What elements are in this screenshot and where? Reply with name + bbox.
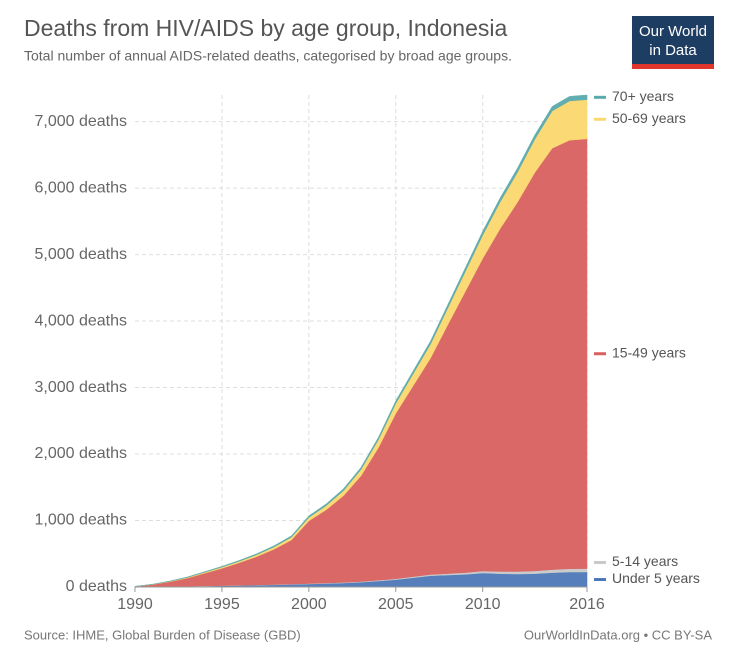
logo-stripe [632,64,714,69]
y-tick-label: 3,000 deaths [34,379,127,396]
source: Source: IHME, Global Burden of Disease (… [24,627,301,642]
chart-title: Deaths from HIV/AIDS by age group, Indon… [24,15,507,41]
legend-label: 50-69 years [612,110,686,126]
legend-label: 5-14 years [612,553,678,569]
x-tick-label: 1990 [117,596,153,613]
x-tick-label: 2005 [378,596,414,613]
y-tick-label: 1,000 deaths [34,512,127,529]
y-tick-label: 4,000 deaths [34,312,127,329]
logo-box [632,16,714,68]
legend-label: 15-49 years [612,344,686,360]
legend-label: 70+ years [612,88,674,104]
logo-text: Our World [639,23,707,40]
y-tick-label: 0 deaths [66,578,127,595]
logo-text: in Data [649,42,697,59]
x-tick-label: 2016 [569,596,605,613]
chart-subtitle: Total number of annual AIDS-related deat… [24,48,512,64]
y-tick-label: 5,000 deaths [34,246,127,263]
x-tick-label: 2000 [291,596,327,613]
y-tick-label: 2,000 deaths [34,445,127,462]
area [134,94,588,587]
x-tick-label: 1995 [204,596,240,613]
x-tick-label: 2010 [465,596,501,613]
y-tick-label: 6,000 deaths [34,179,127,196]
y-tick-label: 7,000 deaths [34,113,127,130]
legend-label: Under 5 years [612,570,700,586]
credit: OurWorldInData.org • CC BY-SA [524,627,712,642]
